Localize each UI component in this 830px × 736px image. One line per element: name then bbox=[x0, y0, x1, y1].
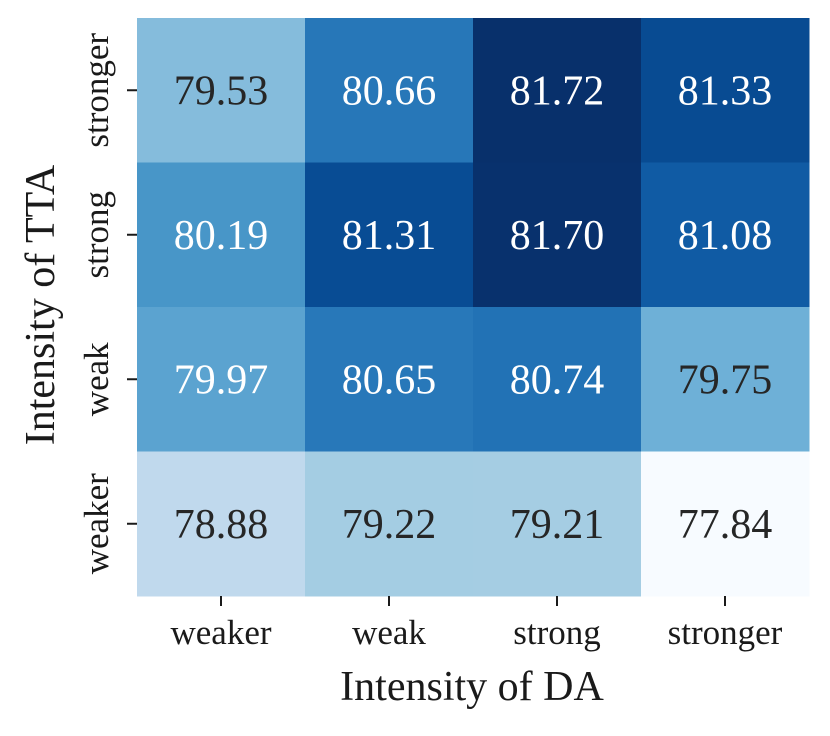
heatmap-cell-value: 77.84 bbox=[678, 502, 773, 548]
x-axis-label: Intensity of DA bbox=[340, 664, 604, 710]
heatmap-cell-value: 80.74 bbox=[510, 357, 605, 403]
heatmap-cell bbox=[305, 307, 474, 452]
heatmap-cell bbox=[305, 162, 474, 308]
heatmap-cell bbox=[305, 451, 474, 597]
y-tick-label: strong bbox=[77, 191, 116, 279]
heatmap-cell-value: 80.65 bbox=[342, 357, 437, 403]
heatmap-cell bbox=[305, 18, 474, 163]
heatmap-cell-value: 79.22 bbox=[342, 502, 437, 548]
heatmap-cell bbox=[137, 451, 306, 597]
heatmap-cell bbox=[641, 307, 810, 452]
x-axis-ticks: weaker weak strong stronger bbox=[170, 596, 783, 652]
x-tick-label: weak bbox=[352, 613, 426, 652]
heatmap-cell-value: 79.21 bbox=[510, 502, 605, 548]
y-axis-label: Intensity of TTA bbox=[18, 164, 64, 445]
y-tick-label: weak bbox=[77, 342, 116, 416]
heatmap-cell bbox=[473, 307, 642, 452]
heatmap-cell bbox=[473, 162, 642, 308]
y-axis-ticks: stronger strong weak weaker bbox=[77, 33, 137, 574]
heatmap-cell bbox=[641, 18, 810, 163]
x-tick-label: stronger bbox=[668, 613, 783, 652]
y-tick-label: stronger bbox=[77, 33, 116, 148]
heatmap-cell bbox=[137, 162, 306, 308]
x-tick-label: strong bbox=[513, 613, 601, 652]
heatmap-cell bbox=[641, 162, 810, 308]
y-tick-label: weaker bbox=[77, 473, 116, 574]
heatmap-cell-value: 79.75 bbox=[678, 357, 773, 403]
x-tick-label: weaker bbox=[170, 613, 271, 652]
heatmap-cell-value: 78.88 bbox=[174, 502, 269, 548]
heatmap-cell-value: 81.70 bbox=[510, 213, 605, 259]
heatmap-cell bbox=[137, 307, 306, 452]
heatmap-cell bbox=[473, 451, 642, 597]
heatmap-cell-value: 79.53 bbox=[174, 68, 269, 114]
heatmap-cell-value: 81.72 bbox=[510, 68, 605, 114]
heatmap-cell-labels: 79.53 80.66 81.72 81.33 80.19 81.31 81.70 81.08… bbox=[174, 68, 773, 548]
heatmap-cell bbox=[641, 451, 810, 597]
heatmap-cell-value: 80.66 bbox=[342, 68, 437, 114]
heatmap-cell-value: 80.19 bbox=[174, 213, 269, 259]
heatmap-cells bbox=[137, 18, 810, 597]
heatmap-cell-value: 79.97 bbox=[174, 357, 269, 403]
heatmap-cell-value: 81.33 bbox=[678, 68, 773, 114]
heatmap-cell bbox=[473, 18, 642, 163]
heatmap-cell bbox=[137, 18, 306, 163]
heatmap-cell-value: 81.08 bbox=[678, 213, 773, 259]
heatmap-cell-value: 81.31 bbox=[342, 213, 437, 259]
